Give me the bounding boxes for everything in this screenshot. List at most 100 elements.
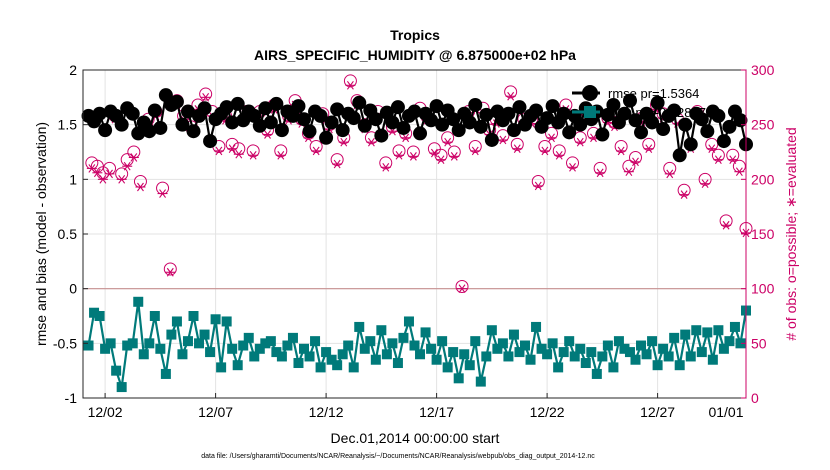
asterisk-stroke [88, 164, 96, 173]
obs-possible-point [379, 156, 393, 170]
rmse-point [617, 106, 632, 121]
obs-evaluated-point [408, 152, 419, 161]
bias-point [508, 329, 519, 340]
obs-evaluated-point [116, 175, 127, 184]
bias-point [608, 362, 619, 373]
bias-point [674, 360, 685, 371]
bias-point [569, 351, 580, 362]
rmse-point [413, 126, 428, 141]
rmse-point [634, 125, 649, 140]
bias-point [564, 336, 575, 347]
bias-point [497, 338, 508, 349]
obs-evaluated-point [135, 182, 146, 192]
rmse-point [501, 106, 516, 121]
bias-point [116, 382, 127, 393]
bias-point [370, 354, 381, 365]
obs-evaluated-point [575, 137, 586, 147]
asterisk-stroke [680, 190, 688, 199]
bias-point [89, 307, 100, 318]
bias-point [663, 351, 674, 362]
rmse-point [628, 113, 643, 128]
bias-point [602, 340, 613, 351]
rmse-point [667, 103, 682, 118]
rmse-point [683, 137, 698, 152]
rmse-point [656, 122, 671, 137]
obs-evaluated-point [311, 146, 322, 156]
legend-bias-label: bias pr=-0.52847 [608, 105, 706, 120]
bias-point [636, 340, 647, 351]
bias-point [619, 343, 630, 354]
obs-evaluated-point [200, 93, 211, 102]
rmse-point [203, 134, 218, 149]
obs-possible-point [199, 87, 213, 101]
obs-evaluated-point [505, 91, 516, 101]
bias-point [691, 325, 702, 336]
asterisk-stroke [402, 133, 410, 143]
obs-evaluated-point [497, 135, 508, 145]
bias-point [652, 360, 663, 371]
bias-point [503, 351, 514, 362]
bias-point [392, 358, 403, 369]
bias-point [343, 340, 354, 351]
asterisk-stroke [93, 168, 101, 178]
obs-evaluated-point [275, 150, 286, 160]
bias-point [321, 347, 332, 358]
obs-evaluated-point [380, 162, 391, 172]
asterisk-stroke [264, 130, 271, 139]
rmse-point [252, 118, 267, 133]
series-rmse [81, 88, 753, 163]
bias-point [470, 336, 481, 347]
obs-evaluated-point [429, 148, 440, 158]
bias-point [282, 340, 293, 351]
rmse-point [678, 117, 693, 132]
bias-point [448, 347, 459, 358]
obs-possible-point [593, 161, 607, 175]
rmse-point [462, 115, 477, 130]
bias-point [354, 321, 365, 332]
bias-point [359, 343, 370, 354]
obs-evaluated-point [157, 189, 168, 198]
bias-point [348, 362, 359, 373]
bias-point [227, 343, 238, 354]
obs-possible-point [573, 131, 587, 145]
bias-point [304, 351, 315, 362]
y-axis-right-ticks: 0 50 100 150 200 250 300 [741, 62, 775, 406]
y-left-tick-label-1: -0.5 [53, 335, 77, 351]
asterisk-stroke [159, 189, 166, 198]
legend-rmse-marker [582, 85, 598, 101]
y-left-tick-label-4: 1 [69, 171, 77, 187]
bias-point [216, 362, 227, 373]
bias-point [315, 362, 326, 373]
obs-evaluated-point [630, 157, 641, 167]
obs-evaluated-point [97, 175, 108, 184]
bias-point [199, 329, 210, 340]
rmse-point [313, 108, 328, 123]
bias-point [238, 340, 249, 351]
obs-evaluated-point [122, 161, 133, 171]
asterisk-stroke [346, 80, 354, 90]
rmse-point [435, 117, 450, 132]
bias-point [658, 343, 669, 354]
y-right-tick-label-6: 300 [751, 62, 775, 78]
obs-evaluated-point [539, 146, 550, 156]
obs-evaluated-point [734, 167, 745, 177]
obs-possible-point [468, 140, 482, 154]
rmse-point [368, 112, 383, 127]
obs-evaluated-point [706, 144, 717, 154]
asterisk-stroke [645, 144, 653, 154]
bias-point [586, 347, 597, 358]
asterisk-stroke [625, 167, 633, 177]
rmse-point [722, 119, 737, 134]
asterisk-stroke [507, 91, 515, 101]
obs-evaluated-point [442, 137, 453, 147]
bias-point [243, 332, 254, 343]
obs-possible-point [274, 144, 288, 158]
bias-point [376, 325, 387, 336]
bias-point [177, 349, 188, 360]
rmse-point [346, 111, 361, 126]
obs-evaluated-point [92, 168, 103, 178]
bias-point [542, 349, 553, 360]
bias-point [365, 336, 376, 347]
obs-evaluated-point [128, 153, 139, 162]
bias-point [160, 368, 171, 379]
